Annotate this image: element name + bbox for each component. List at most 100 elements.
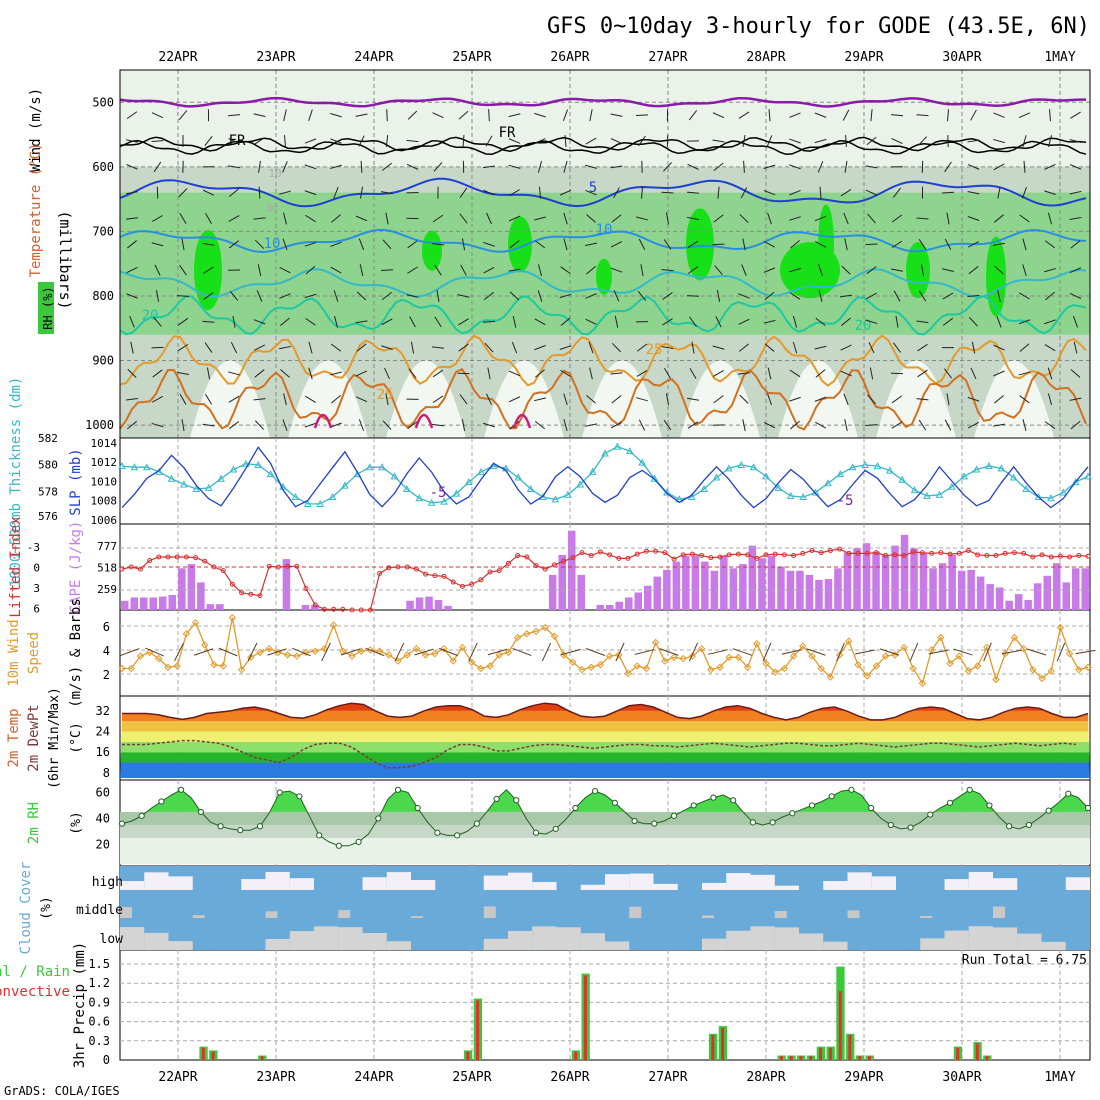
wind-barb bbox=[717, 186, 720, 199]
wind-barb bbox=[814, 112, 827, 118]
wind-barb bbox=[407, 266, 418, 274]
wind-barb bbox=[282, 419, 288, 431]
rh2m-point bbox=[118, 820, 126, 827]
wind-barb bbox=[334, 315, 338, 328]
wind-barb bbox=[155, 289, 160, 302]
thickness-point bbox=[700, 484, 708, 493]
wind-barb bbox=[204, 135, 213, 147]
wind-speed-point bbox=[274, 648, 283, 657]
lifted-index-point bbox=[1030, 554, 1036, 560]
contour-20 bbox=[119, 295, 1087, 336]
wind-speed-point bbox=[1084, 663, 1092, 671]
pressure-tick-label: 600 bbox=[92, 160, 114, 174]
wind-barb bbox=[840, 370, 852, 377]
cape-bar bbox=[767, 555, 776, 610]
cloud-high-cell bbox=[241, 879, 266, 890]
cape-bar bbox=[1043, 575, 1051, 610]
cloud-high-cell bbox=[1065, 877, 1090, 890]
rh-moist-cell bbox=[508, 216, 532, 273]
wind-barb bbox=[661, 191, 674, 194]
cloud-low-cell bbox=[556, 927, 581, 950]
wind-barb bbox=[308, 367, 313, 380]
thickness-point bbox=[1084, 472, 1092, 480]
wind-speed-point bbox=[596, 661, 605, 669]
lifted-index-point bbox=[846, 550, 852, 556]
wind-barb bbox=[916, 398, 929, 401]
lifted-index-point bbox=[404, 564, 410, 570]
precip-conv-bar bbox=[828, 1047, 832, 1060]
wind-barb-10m bbox=[439, 647, 458, 657]
cloud-low-cell bbox=[386, 941, 411, 950]
cape-bar bbox=[1081, 568, 1089, 610]
wind-speed-point bbox=[780, 664, 789, 673]
rh2m-point bbox=[237, 827, 244, 834]
wind-barb bbox=[994, 265, 1004, 275]
precip-conv-bar bbox=[201, 1047, 205, 1060]
wind-barb bbox=[611, 395, 622, 404]
wind-barb bbox=[202, 189, 215, 196]
cloud-low-cell bbox=[483, 938, 508, 950]
wind-speed-point bbox=[201, 641, 209, 649]
wind-barb bbox=[891, 268, 903, 272]
thickness-point bbox=[341, 481, 349, 489]
cape-tick-label: 518 bbox=[97, 562, 117, 575]
rh2m-point bbox=[966, 786, 973, 793]
wind-barb bbox=[203, 266, 214, 274]
wind-speed-point bbox=[449, 657, 457, 665]
wind-barb bbox=[356, 291, 367, 301]
wind-barb bbox=[382, 239, 392, 250]
wind-barb bbox=[819, 186, 822, 199]
wind-barb bbox=[355, 370, 368, 377]
cloud-high-cell bbox=[871, 876, 896, 890]
slp-line bbox=[121, 446, 1089, 509]
slp-tick-label: 1012 bbox=[91, 456, 118, 469]
lifted-index-point bbox=[478, 577, 484, 583]
wind-barb bbox=[764, 291, 775, 301]
wind-speed-point bbox=[191, 618, 200, 627]
rh2m-point bbox=[828, 793, 835, 800]
cloud-low-cell bbox=[702, 938, 727, 950]
wind-barb bbox=[635, 114, 649, 117]
wind-barb bbox=[151, 242, 164, 247]
wind-barb bbox=[713, 370, 724, 377]
wind-barb bbox=[431, 346, 445, 349]
thickness-line bbox=[121, 445, 1089, 505]
lifted-index-point bbox=[919, 550, 925, 556]
wind-barb bbox=[818, 264, 823, 276]
thickness-point bbox=[848, 463, 857, 471]
wind-speed-point bbox=[1010, 633, 1019, 642]
wind-barb bbox=[589, 367, 593, 380]
wind-barb bbox=[1044, 268, 1056, 273]
wind-barb bbox=[1019, 214, 1030, 223]
wind-barb bbox=[636, 343, 648, 352]
wind-barb bbox=[229, 188, 239, 197]
wind-barb bbox=[179, 393, 187, 405]
date-label-top: 29APR bbox=[844, 50, 883, 65]
wind-barb bbox=[407, 240, 418, 249]
wind-barb bbox=[304, 293, 317, 299]
lifted-index-point bbox=[1076, 553, 1082, 559]
thickness-point bbox=[762, 472, 770, 480]
lifted-index-point bbox=[910, 549, 916, 555]
cape-bar bbox=[197, 582, 205, 610]
precip-conv-bar bbox=[868, 1056, 871, 1060]
date-label-bottom: 30APR bbox=[942, 1070, 981, 1085]
panels-group: 22APR 22APR 23APR 23APR 24APR 24APR 25APR 25APR… bbox=[0, 50, 1096, 1085]
wind-barb bbox=[611, 342, 622, 353]
wind-barb bbox=[741, 264, 747, 276]
cape-bar bbox=[187, 564, 196, 610]
wind-barb bbox=[432, 369, 444, 378]
lifted-index-point bbox=[827, 548, 833, 554]
li-tick-label: 3 bbox=[33, 582, 40, 595]
wind-barb bbox=[792, 341, 798, 354]
cape-bar bbox=[739, 564, 747, 610]
wind-barb bbox=[585, 242, 597, 246]
cloud-low-cell bbox=[993, 927, 1018, 950]
rh2m-point bbox=[690, 802, 697, 809]
wind-speed-point bbox=[421, 651, 430, 659]
cloud-low-cell bbox=[1041, 941, 1066, 950]
wind-speed-point bbox=[550, 632, 559, 640]
wind-barb bbox=[511, 341, 518, 354]
wind-barb bbox=[789, 112, 801, 118]
wind-barb bbox=[1044, 319, 1056, 325]
